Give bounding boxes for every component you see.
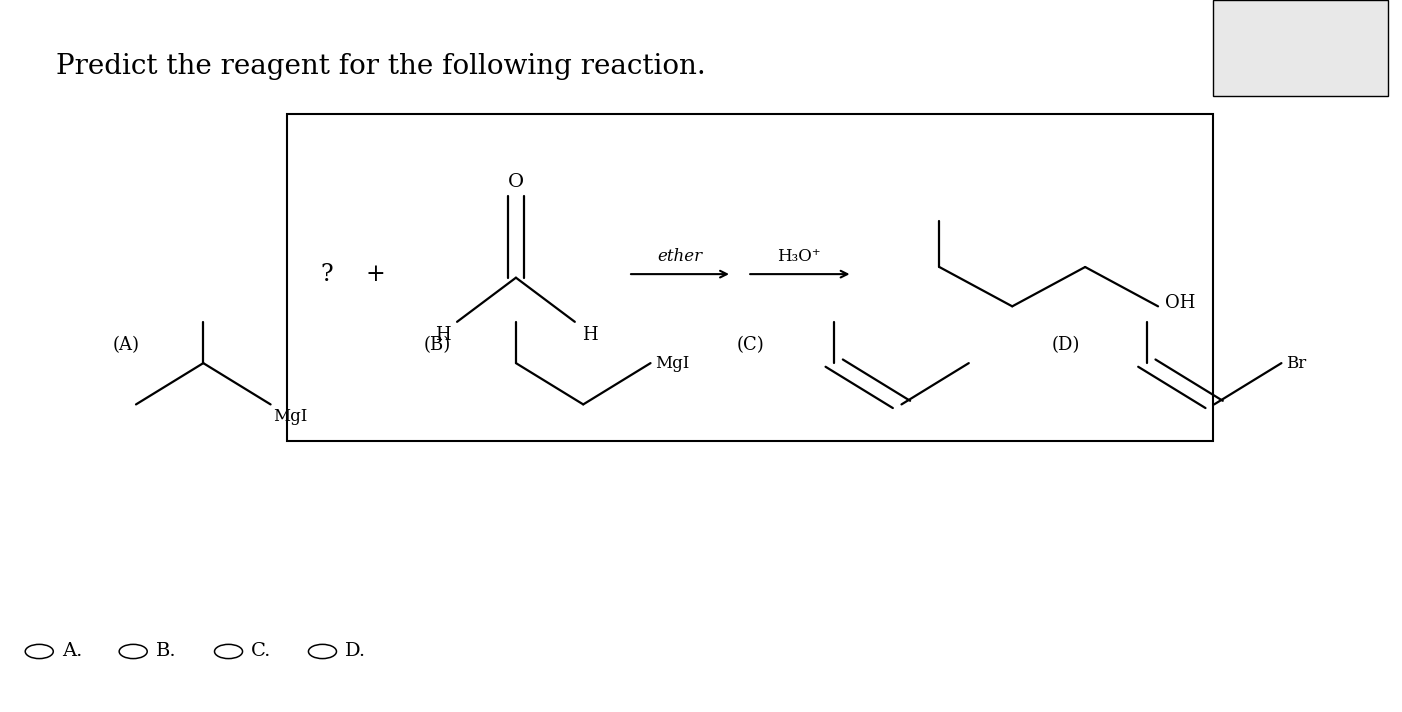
Text: ether: ether bbox=[658, 248, 702, 265]
Text: (C): (C) bbox=[736, 336, 764, 355]
Text: A.: A. bbox=[62, 642, 83, 661]
Text: O: O bbox=[508, 172, 524, 191]
Text: H: H bbox=[435, 325, 451, 344]
Bar bbox=[1213, 0, 1388, 96]
Text: Predict the reagent for the following reaction.: Predict the reagent for the following re… bbox=[56, 53, 705, 80]
Text: (A): (A) bbox=[112, 336, 140, 355]
Text: H₃O⁺: H₃O⁺ bbox=[777, 248, 822, 265]
Text: MgI: MgI bbox=[655, 355, 690, 372]
Text: (D): (D) bbox=[1052, 336, 1080, 355]
Text: H: H bbox=[582, 325, 599, 344]
Text: D.: D. bbox=[345, 642, 366, 661]
Text: +: + bbox=[366, 263, 386, 286]
Text: (B): (B) bbox=[423, 336, 451, 355]
Bar bbox=[287, 114, 1213, 441]
Text: ?: ? bbox=[320, 263, 334, 286]
Text: OH: OH bbox=[1165, 294, 1196, 312]
Text: B.: B. bbox=[156, 642, 177, 661]
Text: C.: C. bbox=[251, 642, 272, 661]
Text: Br: Br bbox=[1286, 355, 1305, 372]
Text: MgI: MgI bbox=[273, 408, 308, 425]
